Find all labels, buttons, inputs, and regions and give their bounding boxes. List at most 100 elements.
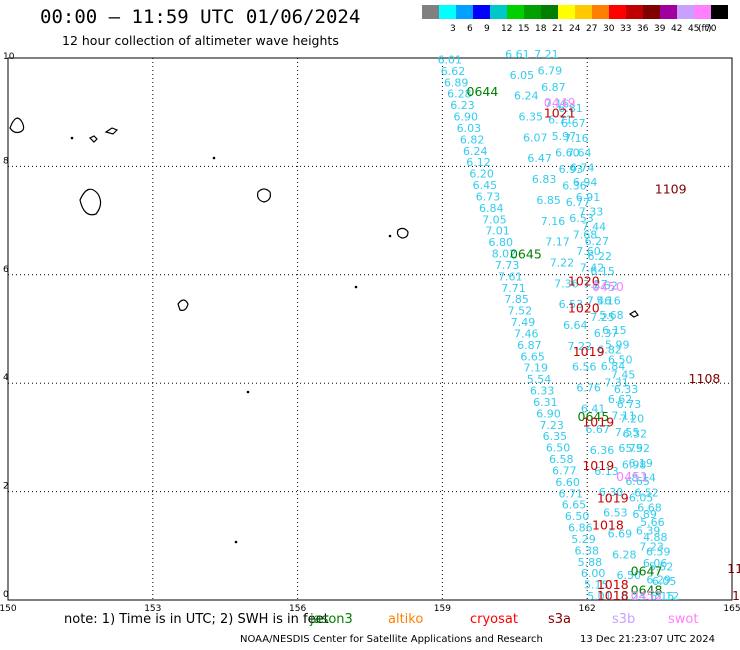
- legend-label: 30: [603, 24, 615, 34]
- wave-height-value: 6.47: [527, 152, 552, 165]
- wave-height-value: 6.28: [612, 548, 637, 561]
- wave-height-value: 6.24: [514, 90, 539, 103]
- wave-height-value: 6.37: [594, 327, 619, 340]
- wave-height-value: 6.29: [646, 574, 671, 587]
- island-dot: [70, 136, 74, 140]
- wave-height-value: 6.32: [623, 427, 648, 440]
- legend-swatch: [677, 5, 694, 19]
- pass-time-label: 1021: [544, 106, 576, 121]
- wave-height-value: 6.62: [441, 65, 466, 78]
- wave-height-value: 5.52: [649, 560, 674, 573]
- island-outline: [177, 299, 189, 311]
- credit-text: NOAA/NESDIS Center for Satellite Applica…: [240, 634, 543, 645]
- wave-height-value: 6.67: [585, 423, 610, 436]
- wave-height-value: 6.89: [632, 508, 657, 521]
- island-outline: [257, 188, 271, 203]
- wave-height-value: 6.30: [599, 486, 624, 499]
- wave-height-value: 7.25: [590, 311, 615, 324]
- wave-height-value: 6.53: [603, 507, 628, 520]
- wave-height-value: 6.61: [505, 48, 530, 61]
- wave-height-value: 7.46: [514, 327, 539, 340]
- wave-height-value: 5.66: [640, 516, 665, 529]
- legend-label: 21: [552, 24, 564, 34]
- wave-height-value: 6.74: [570, 161, 595, 174]
- legend-swatch: [575, 5, 592, 19]
- wave-height-value: 6.52: [634, 487, 659, 500]
- wave-height-value: 6.50: [608, 353, 633, 366]
- wave-height-value: 6.15: [590, 265, 615, 278]
- wave-height-value: 7.17: [545, 236, 570, 249]
- wave-height-value: 7.19: [524, 362, 549, 375]
- wave-height-value: 6.82: [460, 133, 485, 146]
- pass-time-label: 1020: [568, 301, 600, 316]
- legend-label: 6: [467, 24, 473, 34]
- latitude-tick-label: 0: [3, 590, 9, 600]
- wave-height-value: 8.02: [492, 248, 517, 261]
- wave-height-value: 6.91: [576, 191, 601, 204]
- wave-height-value: 6.65: [562, 499, 587, 512]
- wave-height-value: 7.61: [498, 270, 522, 283]
- map-subtitle: 12 hour collection of altimeter wave hei…: [62, 33, 339, 48]
- latitude-tick-label: 10: [3, 52, 15, 62]
- wave-height-value: 5.97: [552, 130, 577, 143]
- wave-height-value: 5.54: [527, 373, 552, 386]
- pass-time-label: 1019: [597, 490, 629, 505]
- wave-height-value: 6.94: [573, 176, 598, 189]
- wave-height-value: 6.98: [622, 459, 647, 472]
- wave-height-value: 7.52: [508, 305, 532, 318]
- legend-swatch: [626, 5, 643, 19]
- wave-height-value: 6.93: [559, 163, 584, 176]
- wave-height-value: 6.53: [559, 298, 584, 311]
- pass-time-label: 1018: [592, 518, 624, 533]
- wave-height-value: 6.01: [438, 53, 463, 66]
- wave-height-value: 7.68: [573, 229, 598, 242]
- island-outline: [88, 135, 98, 143]
- wave-height-value: 5.01: [587, 590, 612, 603]
- wave-height-value: 7.11: [611, 409, 636, 422]
- wave-height-value: 6.58: [549, 453, 574, 466]
- wave-height-value: 6.60: [555, 147, 580, 160]
- map-frame: [7, 57, 733, 601]
- wave-height-value: 6.22: [587, 250, 612, 263]
- legend-label: 27: [586, 24, 598, 34]
- island-outline: [79, 188, 102, 216]
- wave-height-value: 6.77: [552, 464, 577, 477]
- island-dot: [388, 234, 392, 238]
- wave-height-value: 6.23: [621, 590, 646, 603]
- wave-height-value: 6.05: [510, 69, 535, 82]
- wave-height-value: 5.68: [599, 309, 624, 322]
- legend-swatch: [558, 5, 575, 19]
- pass-time-label: 0645: [510, 247, 542, 262]
- wave-height-value: 6.05: [629, 491, 654, 504]
- satellite-name: swot: [668, 612, 699, 627]
- wave-height-value: 6.89: [444, 76, 469, 89]
- legend-label: 42: [671, 24, 683, 34]
- wave-height-value: 6.19: [628, 457, 653, 470]
- legend-label: 15: [518, 24, 530, 34]
- pass-time-label: 1108: [689, 371, 721, 386]
- pass-time-label: 0449: [544, 95, 576, 110]
- pass-time-label: 1020: [568, 274, 600, 289]
- wave-height-value: 7.20: [620, 413, 645, 426]
- legend-swatch: [456, 5, 473, 19]
- pass-time-label: 0647: [631, 564, 663, 579]
- wave-height-value: 6.36: [590, 444, 615, 457]
- wave-height-value: 7.42: [580, 262, 605, 275]
- wave-height-value: 6.87: [517, 339, 542, 352]
- wave-height-value: 6.84: [479, 202, 504, 215]
- island-dot: [354, 285, 358, 289]
- wave-height-value: 7.55: [615, 426, 640, 439]
- wave-height-value: 7.45: [611, 368, 636, 381]
- wave-height-value: 6.73: [617, 398, 642, 411]
- wave-height-value: 6.86: [568, 522, 593, 535]
- island-outline: [396, 227, 409, 239]
- latitude-tick-label: 2: [3, 482, 9, 492]
- wave-height-value: 6.03: [457, 122, 482, 135]
- wave-height-value: 7.27: [583, 278, 608, 291]
- legend-label: 45: [688, 24, 700, 34]
- wave-height-value: 5.29: [571, 533, 596, 546]
- wave-height-value: 6.65: [625, 475, 650, 488]
- wave-height-value: 6.50: [565, 510, 590, 523]
- pass-time-label: 1018: [597, 588, 629, 603]
- pass-time-label: 0451: [616, 469, 648, 484]
